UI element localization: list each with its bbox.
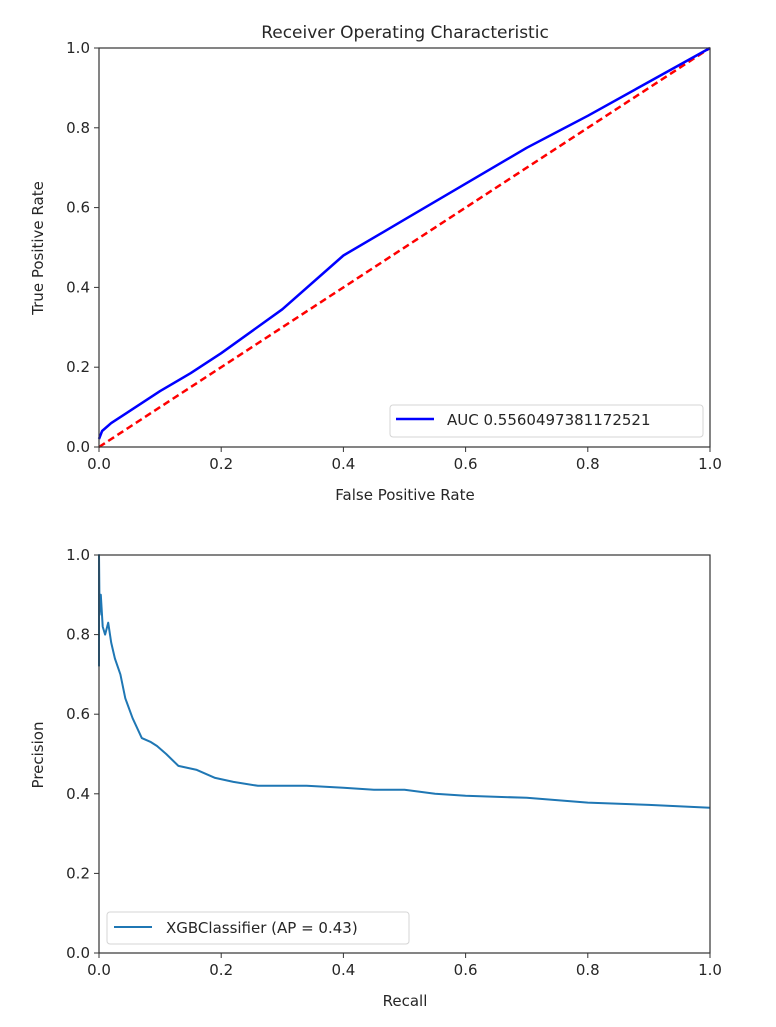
pr-legend-box: [106, 911, 410, 945]
pr-y-tick-label: 0.8: [66, 626, 90, 644]
roc-y-tick-label: 0.8: [66, 119, 90, 137]
roc-legend-box: [389, 404, 704, 438]
roc-y-tick-label: 0.0: [66, 438, 90, 456]
roc-series-0-line: [97, 46, 711, 440]
pr-legend-label: XGBClassifier (AP = 0.43): [166, 919, 358, 937]
pr-y-tick-label: 0.4: [66, 785, 90, 803]
roc-x-tick-label: 0.8: [576, 455, 600, 473]
roc-legend: AUC 0.5560497381172521: [389, 404, 704, 438]
pr-x-tick-label: 0.6: [454, 961, 478, 979]
pr-x-tick-label: 0.4: [331, 961, 355, 979]
pr-y-axis-label: Precision: [29, 722, 47, 789]
roc-x-axis-label: False Positive Rate: [335, 486, 474, 504]
roc-y-tick-label: 0.4: [66, 278, 90, 296]
pr-y-tick-label: 0.0: [66, 944, 90, 962]
roc-x-tick-label: 0.0: [87, 455, 111, 473]
roc-x-tick-label: 1.0: [698, 455, 722, 473]
roc-series-1-line: [98, 46, 711, 449]
pr-x-tick-label: 0.2: [209, 961, 233, 979]
roc-title: Receiver Operating Characteristic: [261, 23, 549, 43]
pr-y-tick-label: 0.2: [66, 864, 90, 882]
roc-y-tick-label: 0.6: [66, 199, 90, 217]
pr-x-tick-label: 0.0: [87, 961, 111, 979]
pr-x-tick-label: 0.8: [576, 961, 600, 979]
pr-x-axis-label: Recall: [383, 992, 428, 1010]
roc-chart: Receiver Operating Characteristic False …: [29, 23, 722, 504]
roc-plot-frame: [98, 47, 711, 448]
roc-y-tick-label: 0.2: [66, 358, 90, 376]
roc-y-tick-label: 1.0: [66, 39, 90, 57]
roc-y-axis-label: True Positive Rate: [29, 181, 47, 316]
precision-recall-chart: Recall Precision XGBClassifier (AP = 0.4…: [29, 546, 722, 1010]
pr-x-tick-label: 1.0: [698, 961, 722, 979]
roc-x-tick-label: 0.6: [454, 455, 478, 473]
roc-x-tick-label: 0.4: [331, 455, 355, 473]
pr-y-tick-label: 1.0: [66, 546, 90, 564]
roc-x-tick-label: 0.2: [209, 455, 233, 473]
pr-y-tick-label: 0.6: [66, 705, 90, 723]
roc-legend-label: AUC 0.5560497381172521: [447, 411, 651, 429]
pr-plot-frame: [98, 554, 711, 954]
pr-legend: XGBClassifier (AP = 0.43): [106, 911, 410, 945]
pr-series-0-line: [98, 554, 711, 809]
